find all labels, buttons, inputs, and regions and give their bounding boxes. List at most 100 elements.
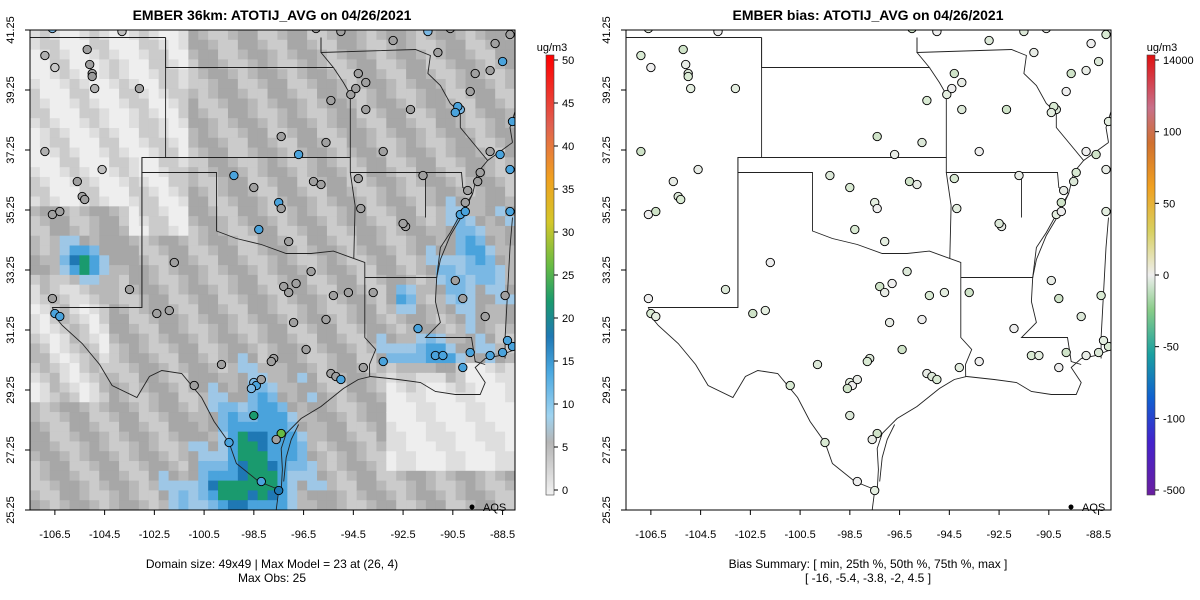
grid-cell xyxy=(267,176,279,188)
grid-cell xyxy=(495,255,506,266)
grid-cell xyxy=(386,323,397,335)
grid-cell xyxy=(485,206,496,217)
grid-cell xyxy=(128,137,140,149)
grid-cell xyxy=(257,137,269,149)
grid-cell xyxy=(237,30,249,41)
aqs-bias-point xyxy=(765,257,775,268)
grid-cell xyxy=(445,39,457,51)
grid-cell xyxy=(188,284,199,296)
grid-cell xyxy=(89,314,100,325)
grid-cell xyxy=(30,147,41,158)
grid-cell xyxy=(188,490,199,501)
grid-cell xyxy=(247,294,259,305)
grid-cell xyxy=(297,30,308,41)
grid-cell xyxy=(237,480,249,492)
aqs-bias-point xyxy=(952,203,962,214)
grid-cell xyxy=(416,186,427,198)
grid-cell xyxy=(445,49,457,60)
grid-cell xyxy=(366,314,378,325)
grid-cell xyxy=(109,284,120,296)
grid-cell xyxy=(406,265,417,276)
grid-cell xyxy=(386,421,397,433)
aqs-bias-point xyxy=(994,218,1004,229)
grid-cell xyxy=(317,382,328,394)
grid-cell xyxy=(109,49,120,60)
aqs-bias-point xyxy=(1093,347,1104,358)
grid-cell xyxy=(396,59,407,70)
grid-cell xyxy=(178,30,189,41)
grid-cell xyxy=(465,206,477,217)
grid-cell xyxy=(326,451,338,462)
grid-cell xyxy=(168,412,180,423)
grid-cell xyxy=(69,304,81,315)
grid-cell xyxy=(307,157,318,168)
grid-cell xyxy=(208,30,219,41)
grid-cell xyxy=(49,108,61,119)
grid-cell xyxy=(168,284,180,296)
grid-cell xyxy=(277,108,288,119)
grid-cell xyxy=(267,480,279,492)
grid-cell xyxy=(336,265,348,276)
grid-cell xyxy=(475,402,486,413)
grid-cell xyxy=(366,157,378,168)
grid-cell xyxy=(109,186,120,198)
grid-cell xyxy=(366,490,378,501)
grid-cell xyxy=(178,500,189,510)
grid-cell xyxy=(495,235,506,247)
grid-cell xyxy=(59,323,71,335)
grid-cell xyxy=(396,363,407,374)
grid-cell xyxy=(307,196,318,207)
aqs-bias-point xyxy=(1059,185,1069,196)
grid-cell xyxy=(356,500,368,510)
grid-cell xyxy=(376,333,387,345)
grid-cell xyxy=(128,245,140,256)
aqs-bias-point xyxy=(949,68,959,79)
aqs-bias-point xyxy=(1071,167,1081,178)
grid-cell xyxy=(307,451,318,462)
grid-cell xyxy=(208,382,219,394)
grid-cell xyxy=(505,441,515,452)
grid-cell xyxy=(307,274,318,286)
grid-cell xyxy=(128,118,140,129)
grid-cell xyxy=(435,343,447,354)
grid-cell xyxy=(59,500,71,510)
grid-cell xyxy=(158,382,170,394)
grid-cell xyxy=(346,206,358,217)
grid-cell xyxy=(307,98,318,109)
grid-cell xyxy=(475,304,486,315)
grid-cell xyxy=(99,382,110,394)
grid-cell xyxy=(505,176,515,188)
grid-cell xyxy=(247,118,259,129)
grid-cell xyxy=(287,372,298,384)
grid-cell xyxy=(346,274,358,286)
grid-cell xyxy=(336,323,348,335)
aqs-bias-point xyxy=(1066,68,1076,79)
grid-cell xyxy=(297,500,308,510)
grid-cell xyxy=(346,382,358,394)
grid-cell xyxy=(435,451,447,462)
grid-cell xyxy=(59,480,71,492)
grid-cell xyxy=(30,39,41,51)
grid-cell xyxy=(425,363,437,374)
grid-cell xyxy=(416,314,427,325)
grid-cell xyxy=(297,235,308,247)
grid-cell xyxy=(495,284,506,296)
grid-cell xyxy=(188,431,199,443)
grid-cell xyxy=(485,402,496,413)
grid-cell xyxy=(208,333,219,345)
grid-cell xyxy=(257,78,269,90)
aqs-point xyxy=(321,137,331,148)
grid-cell xyxy=(455,78,467,90)
grid-cell xyxy=(495,323,506,335)
grid-cell xyxy=(227,490,239,501)
grid-cell xyxy=(69,461,81,472)
grid-cell xyxy=(475,69,486,80)
grid-cell xyxy=(445,137,457,149)
grid-cell xyxy=(356,255,368,266)
grid-cell xyxy=(307,382,318,394)
grid-cell xyxy=(89,216,100,227)
grid-cell xyxy=(109,118,120,129)
grid-cell xyxy=(445,314,457,325)
grid-cell xyxy=(307,314,318,325)
grid-cell xyxy=(237,382,249,394)
